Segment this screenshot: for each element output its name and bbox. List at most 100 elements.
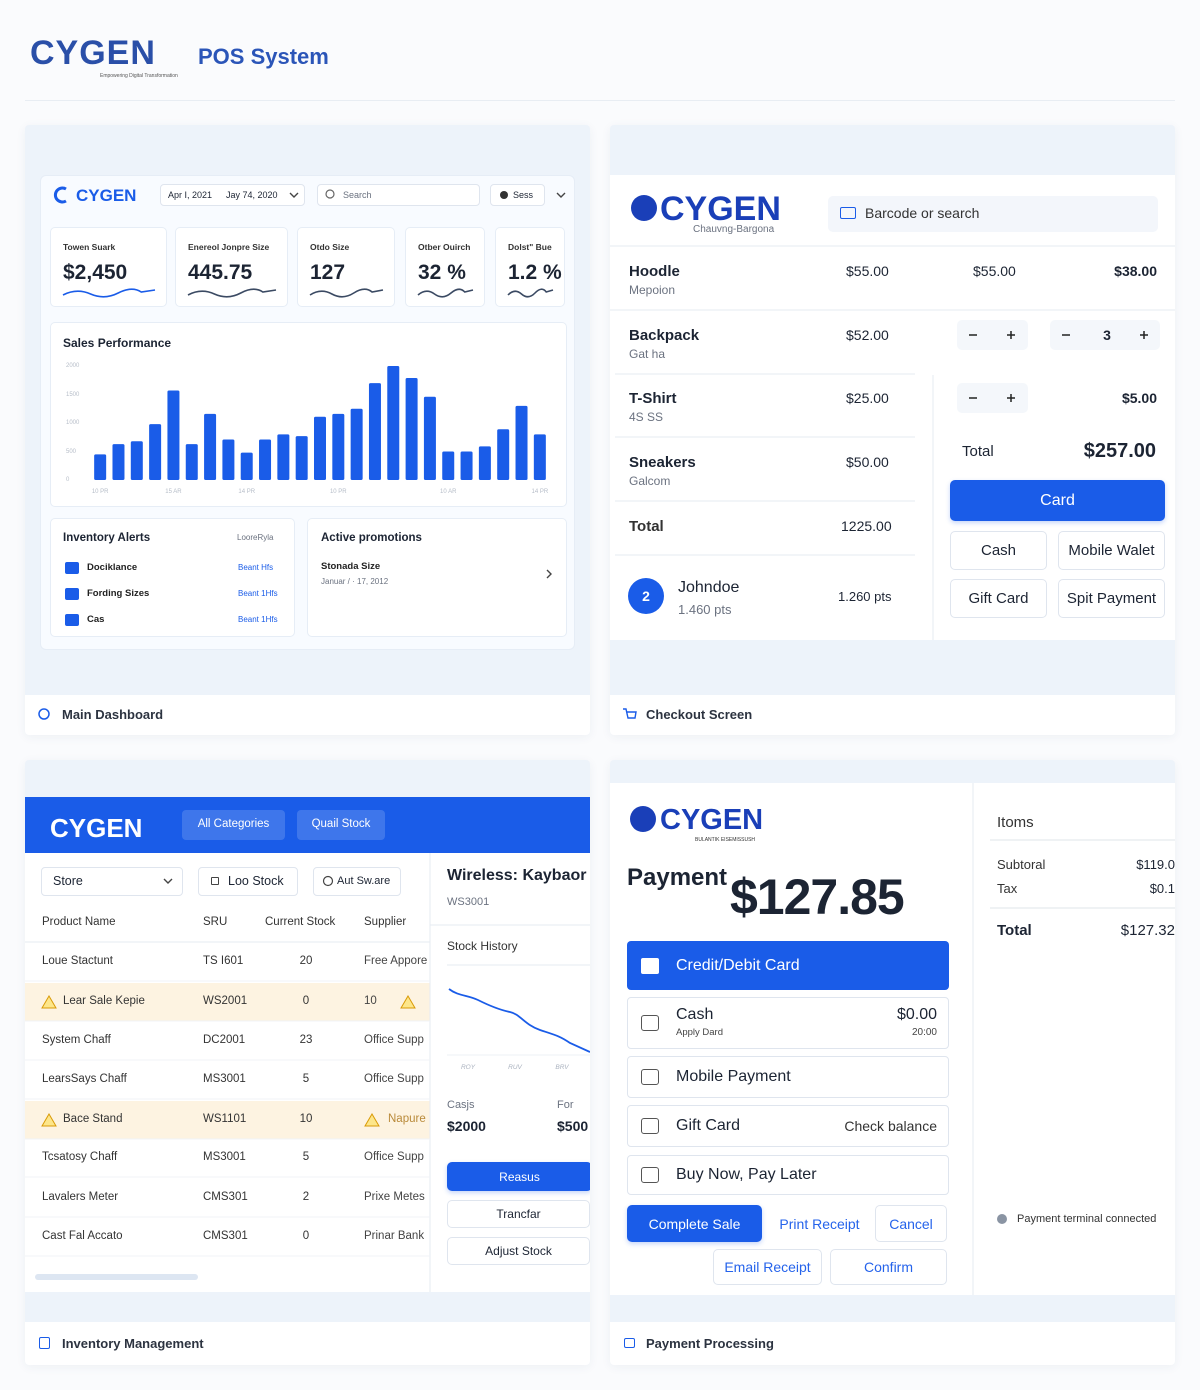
date-from: Apr I, 2021 — [168, 189, 213, 200]
promotions-card[interactable] — [307, 518, 567, 637]
button-label[interactable]: Confirm — [863, 1259, 914, 1275]
product-name: System Chaff — [42, 1034, 111, 1047]
bar — [515, 405, 528, 480]
sparkline — [507, 288, 554, 298]
method-icon — [641, 1167, 659, 1183]
product-sku: CMS301 — [203, 1191, 248, 1204]
points-balance: 1.260 pts — [838, 588, 892, 604]
product-supplier: Free Appore — [364, 955, 428, 968]
stat-label: Casjs — [447, 1098, 475, 1111]
y-tick-label: 1500 — [66, 391, 80, 398]
stat-value: $500 — [557, 1118, 589, 1134]
button[interactable] — [950, 480, 1165, 521]
summary-total: $127.32 — [1120, 921, 1175, 939]
page-title: POS System — [198, 44, 329, 69]
payment-method[interactable] — [627, 1105, 949, 1147]
method-icon — [641, 957, 659, 974]
column-header: Supplier — [364, 916, 407, 929]
kpi-label: Towen Suark — [63, 241, 116, 252]
search-box[interactable] — [317, 184, 480, 206]
select-label[interactable]: Store — [53, 873, 83, 888]
payment-method[interactable] — [627, 941, 949, 990]
button-label[interactable]: Card — [1040, 491, 1075, 509]
stat-value: $2000 — [447, 1118, 486, 1134]
method-label[interactable]: Mobile Payment — [676, 1068, 791, 1085]
button[interactable] — [950, 579, 1047, 618]
button[interactable] — [1058, 531, 1165, 570]
method-label[interactable]: Gift Card — [676, 1117, 741, 1134]
method-label[interactable]: Credit/Debit Card — [676, 956, 800, 974]
button-label[interactable]: Reasus — [499, 1169, 540, 1184]
button[interactable] — [875, 1205, 947, 1242]
button-label[interactable]: Gift Card — [968, 590, 1029, 607]
button[interactable] — [768, 1205, 871, 1242]
nav-tab-label[interactable]: All Categories — [197, 818, 270, 831]
product-stock: 20 — [299, 955, 313, 968]
method-label[interactable]: Cash — [676, 1006, 714, 1023]
product-name: Bace Stand — [63, 1113, 123, 1126]
logo-icon — [631, 195, 657, 221]
button-label[interactable]: Cash — [980, 542, 1017, 559]
method-action[interactable]: Check balance — [844, 1118, 937, 1134]
filter-button[interactable] — [313, 867, 401, 896]
button-label[interactable]: Cancel — [889, 1215, 933, 1232]
warning-icon — [41, 1113, 57, 1127]
payment-title: Payment — [627, 864, 728, 891]
payment-method[interactable] — [627, 997, 949, 1049]
status-icon — [997, 1214, 1007, 1224]
card-title: Active promotions — [321, 532, 422, 545]
bar — [533, 434, 546, 480]
button-label[interactable]: Complete Sale — [648, 1215, 741, 1232]
promotion-name: Stonada Size — [321, 561, 381, 573]
warning-icon — [364, 1113, 380, 1127]
panel-graphics — [630, 783, 1175, 1295]
barcode-search[interactable] — [828, 196, 1158, 232]
date-picker[interactable] — [160, 184, 305, 206]
button-label[interactable]: Mobile Walet — [1068, 542, 1155, 559]
button[interactable] — [950, 531, 1047, 570]
button[interactable] — [447, 1162, 590, 1191]
user-menu[interactable] — [490, 184, 545, 206]
product-supplier: Napure — [388, 1113, 426, 1126]
filter-icon — [322, 875, 334, 887]
kpi-label: Enereol Jonpre Size — [188, 241, 270, 252]
alert-icon — [65, 614, 79, 626]
qty-control[interactable] — [957, 383, 1028, 413]
button-label[interactable]: Aut Sw.are — [337, 874, 391, 887]
button-label[interactable]: Adjust Stock — [485, 1244, 552, 1258]
y-tick-label: 2000 — [66, 363, 80, 369]
logo: CYGEN — [50, 813, 143, 843]
payment-method[interactable] — [627, 1056, 949, 1098]
button[interactable] — [713, 1249, 822, 1285]
kpi-value: 32 % — [418, 260, 466, 284]
scrollbar — [35, 1274, 198, 1280]
nav-tab-label[interactable]: Quail Stock — [311, 818, 371, 831]
nav-tab[interactable] — [182, 810, 285, 840]
button[interactable] — [627, 1205, 762, 1242]
logo: CYGEN — [30, 34, 156, 72]
button[interactable] — [447, 1200, 590, 1228]
bar — [350, 408, 363, 480]
product-name: Loue Stactunt — [42, 955, 113, 968]
qty-control[interactable] — [957, 320, 1028, 350]
product-sku: TS I601 — [203, 955, 244, 968]
x-tick-label: 15 AR — [165, 489, 182, 495]
filter-button[interactable] — [198, 867, 298, 896]
button-label[interactable]: Spit Payment — [1066, 590, 1157, 607]
item-line-total: $5.00 — [1121, 390, 1157, 406]
method-label[interactable]: Buy Now, Pay Later — [676, 1166, 817, 1183]
panel-graphics — [38, 186, 566, 720]
button-label[interactable]: Print Receipt — [779, 1215, 860, 1232]
button-label[interactable]: Loo Stock — [228, 873, 284, 888]
button-label[interactable]: Trancfar — [496, 1207, 541, 1221]
user-name: Sess — [513, 189, 534, 200]
nav-tab[interactable] — [297, 810, 385, 840]
method-icon — [641, 1118, 659, 1134]
payment-method[interactable] — [627, 1155, 949, 1195]
button[interactable] — [1058, 579, 1165, 618]
button-label[interactable]: Email Receipt — [724, 1259, 811, 1275]
store-select[interactable] — [41, 867, 183, 896]
button[interactable] — [830, 1249, 947, 1285]
card-link[interactable]: LooreRyla — [237, 533, 274, 542]
button[interactable] — [447, 1237, 590, 1265]
